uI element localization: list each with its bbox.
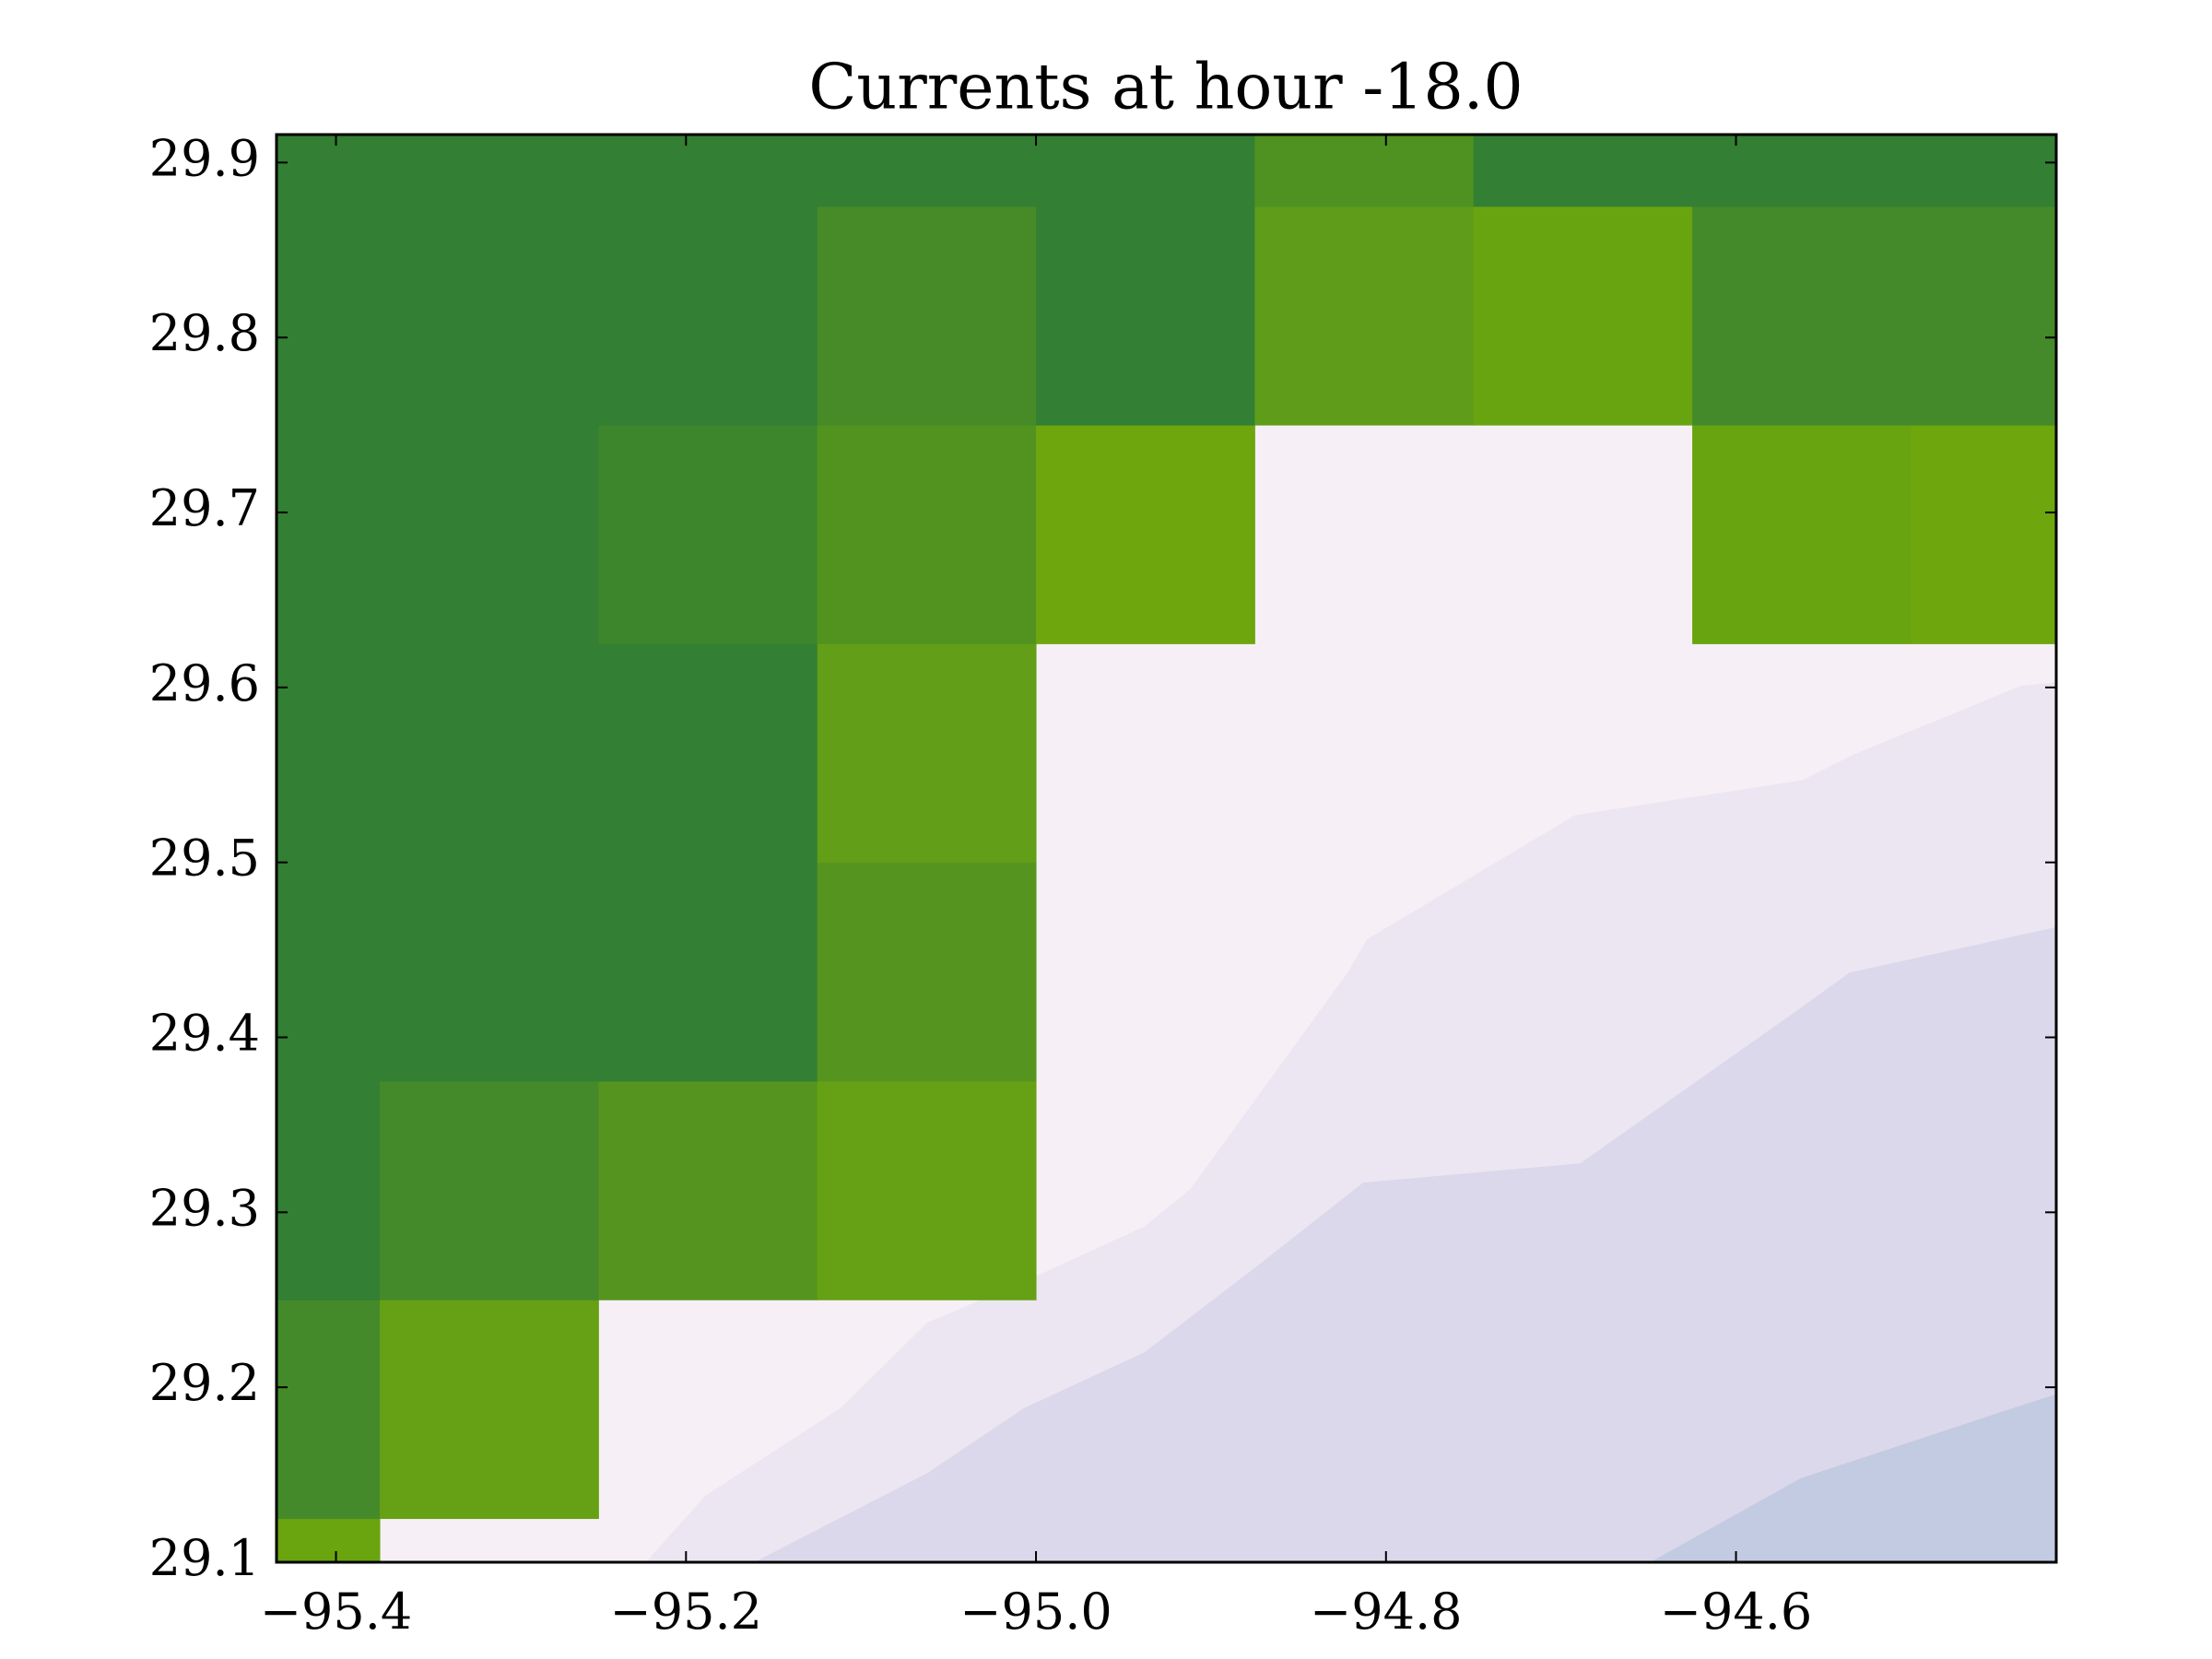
heatmap-cell xyxy=(276,1300,381,1520)
heatmap-cell xyxy=(1254,135,1475,207)
heatmap-cell xyxy=(380,425,599,644)
heatmap-cell xyxy=(817,135,1037,207)
y-tick-label: 29.6 xyxy=(149,654,260,712)
heatmap-cell xyxy=(380,135,599,207)
y-tick-label: 29.5 xyxy=(149,830,260,888)
heatmap-cell xyxy=(817,643,1037,864)
heatmap-cell xyxy=(1692,206,1912,426)
y-tick-label: 29.3 xyxy=(149,1179,260,1237)
heatmap-cell xyxy=(380,1300,599,1520)
heatmap-cell xyxy=(598,135,818,207)
x-tick-label: −95.2 xyxy=(610,1583,762,1641)
heatmap-cell xyxy=(1911,135,2056,207)
y-tick-label: 29.1 xyxy=(149,1529,260,1587)
y-tick-label: 29.9 xyxy=(149,129,260,187)
contour-region xyxy=(754,926,2056,1562)
heatmap-cell xyxy=(1911,206,2056,426)
heatmap-cell xyxy=(1036,135,1255,207)
x-tick-label: −95.0 xyxy=(959,1583,1112,1641)
heatmap-cell xyxy=(276,1080,381,1300)
heatmap-cell xyxy=(598,206,818,426)
y-tick-label: 29.8 xyxy=(149,304,260,362)
chart-title: Currents at hour -18.0 xyxy=(808,52,1523,124)
heatmap-cell xyxy=(1692,135,1912,207)
heatmap-cell xyxy=(598,862,818,1082)
heatmap-cell xyxy=(276,643,381,864)
x-tick-label: −95.4 xyxy=(260,1583,412,1641)
heatmap-cell xyxy=(276,862,381,1082)
contour-region xyxy=(1650,1394,2056,1562)
heatmap-cell xyxy=(1036,206,1255,426)
heatmap-cell xyxy=(1473,135,1693,207)
heatmap-cell xyxy=(817,425,1037,644)
heatmap-cell xyxy=(276,135,381,207)
heatmap-cell xyxy=(817,1080,1037,1300)
heatmap-cell xyxy=(1254,206,1475,426)
plot-area xyxy=(276,135,2056,1562)
heatmap-cell xyxy=(380,206,599,426)
y-tick-label: 29.7 xyxy=(149,479,260,537)
heatmap-cell xyxy=(598,425,818,644)
heatmap-cell xyxy=(276,1518,381,1562)
heatmap-cell xyxy=(1692,425,1912,644)
heatmap-cell xyxy=(598,643,818,864)
x-tick-label: −94.6 xyxy=(1660,1583,1812,1641)
heatmap-cell xyxy=(380,643,599,864)
heatmap-cell xyxy=(1473,206,1693,426)
y-tick-label: 29.4 xyxy=(149,1005,260,1063)
heatmap-cell xyxy=(1036,425,1255,644)
heatmap-cell xyxy=(817,206,1037,426)
heatmap-cell xyxy=(380,1080,599,1300)
heatmap-cell xyxy=(1911,425,2056,644)
heatmap-cell xyxy=(380,862,599,1082)
plot-frame xyxy=(275,133,2058,1564)
heatmap-cell xyxy=(276,206,381,426)
x-tick-label: −94.8 xyxy=(1310,1583,1462,1641)
heatmap-cell xyxy=(817,862,1037,1082)
heatmap-cell xyxy=(598,1080,818,1300)
y-tick-label: 29.2 xyxy=(149,1354,260,1412)
heatmap-cell xyxy=(276,425,381,644)
